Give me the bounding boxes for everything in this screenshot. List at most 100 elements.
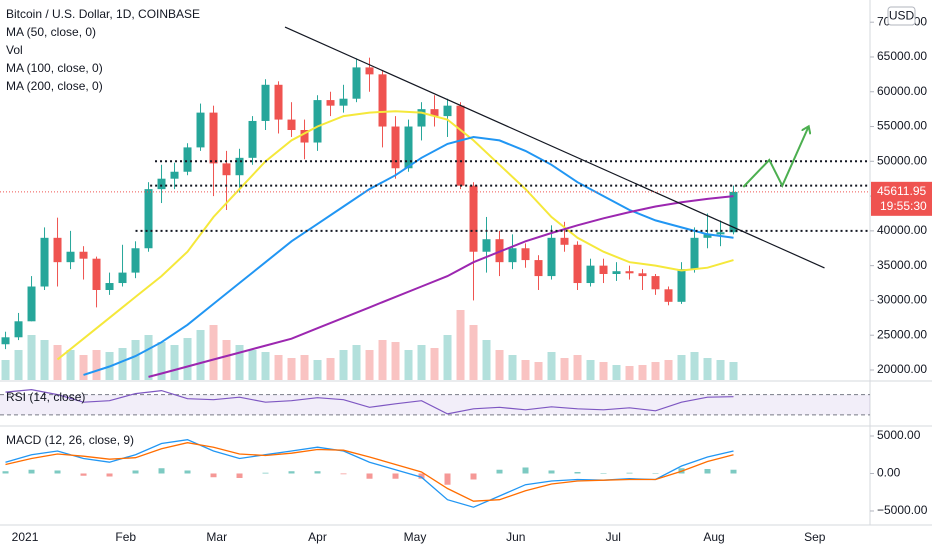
histogram-bar: [574, 471, 581, 474]
histogram-bar: [340, 473, 347, 475]
histogram-bar: [418, 473, 425, 479]
currency-label: USD: [889, 9, 915, 23]
y-tick-label: 60000.00: [877, 84, 927, 98]
volume-bar: [1, 360, 10, 380]
candle-body: [1, 337, 10, 345]
volume-bar: [703, 358, 712, 380]
volume-bar: [417, 345, 426, 380]
y-tick-label: 35000.00: [877, 258, 927, 272]
candle-body: [547, 237, 556, 277]
histogram-bar: [210, 473, 217, 478]
volume-bar: [157, 342, 166, 380]
volume-bar: [53, 345, 62, 380]
x-tick-label: Jun: [506, 530, 525, 544]
volume-bar: [573, 355, 582, 380]
volume-bar: [66, 350, 75, 380]
candle-body: [729, 191, 738, 233]
volume-bar: [716, 360, 725, 380]
histogram-bar: [704, 468, 711, 474]
volume-bar: [651, 362, 660, 380]
candle-body: [651, 276, 660, 290]
x-tick-label: May: [404, 530, 427, 544]
candle-body: [690, 237, 699, 270]
volume-bar: [131, 340, 140, 380]
histogram-bar: [106, 473, 113, 477]
volume-bar: [391, 342, 400, 380]
y-tick-label: 5000.00: [877, 428, 921, 442]
volume-bar: [209, 325, 218, 380]
volume-bar: [196, 330, 205, 380]
volume-bar: [443, 335, 452, 380]
candle-body: [508, 248, 517, 263]
histogram-bar: [132, 470, 139, 474]
rsi-pane: [0, 388, 870, 416]
candle-body: [378, 74, 387, 127]
volume-bar: [79, 355, 88, 380]
candle-body: [534, 260, 543, 277]
trendline: [284, 26, 825, 269]
volume-bar: [456, 310, 465, 380]
candle-body: [612, 271, 621, 274]
histogram-bar: [236, 473, 243, 478]
volume-bar: [677, 355, 686, 380]
candle-body: [560, 237, 569, 245]
volume-bar: [248, 350, 257, 380]
candle-body: [183, 147, 192, 172]
histogram-bar: [288, 471, 295, 474]
last-price-tag: [871, 181, 932, 216]
x-tick-label: Aug: [703, 530, 724, 544]
pane-title: RSI (14, close): [6, 390, 85, 404]
volume-bar: [430, 348, 439, 380]
macd-pane: [2, 439, 737, 508]
candle-body: [586, 265, 595, 284]
volume-bar: [534, 362, 543, 380]
price-pane: [0, 26, 870, 380]
legend-entry: MA (200, close, 0): [6, 79, 103, 93]
candle-body: [521, 248, 530, 261]
candle-body: [326, 100, 335, 106]
candle-body: [40, 237, 49, 287]
last-price-label: 45611.95: [877, 184, 926, 198]
volume-bar: [404, 350, 413, 380]
candle-body: [209, 112, 218, 164]
y-tick-label: 30000.00: [877, 293, 927, 307]
histogram-bar: [444, 473, 451, 485]
rsi-line: [5, 388, 734, 415]
candle-body: [14, 321, 23, 338]
candle-body: [430, 109, 439, 117]
moving-average: [148, 195, 734, 378]
volume-bar: [326, 358, 335, 380]
candle-body: [599, 265, 608, 274]
candle-body: [352, 67, 361, 99]
volume-bar: [586, 360, 595, 380]
countdown-label: 19:55:30: [880, 199, 927, 213]
candle-body: [66, 251, 75, 263]
candle-body: [339, 98, 348, 106]
candle-body: [469, 185, 478, 252]
volume-bar: [365, 350, 374, 380]
volume-bar: [482, 340, 491, 380]
candle-body: [27, 286, 36, 322]
candle-body: [443, 105, 452, 117]
volume-bar: [599, 362, 608, 380]
histogram-bar: [730, 469, 737, 474]
candle-body: [196, 112, 205, 148]
candle-body: [274, 84, 283, 120]
y-tick-label: 25000.00: [877, 327, 927, 341]
candle-body: [365, 67, 374, 75]
volume-bar: [313, 360, 322, 380]
x-tick-label: Sep: [804, 530, 826, 544]
candle-body: [235, 157, 244, 176]
candle-body: [456, 105, 465, 186]
volume-bar: [729, 362, 738, 380]
volume-bar: [560, 358, 569, 380]
histogram-bar: [600, 473, 607, 474]
histogram-bar: [262, 472, 269, 474]
volume-bar: [508, 355, 517, 380]
x-tick-label: Feb: [115, 530, 136, 544]
candle-body: [222, 163, 231, 176]
legend-entry: MA (100, close, 0): [6, 61, 103, 75]
macd-line: [5, 442, 734, 502]
